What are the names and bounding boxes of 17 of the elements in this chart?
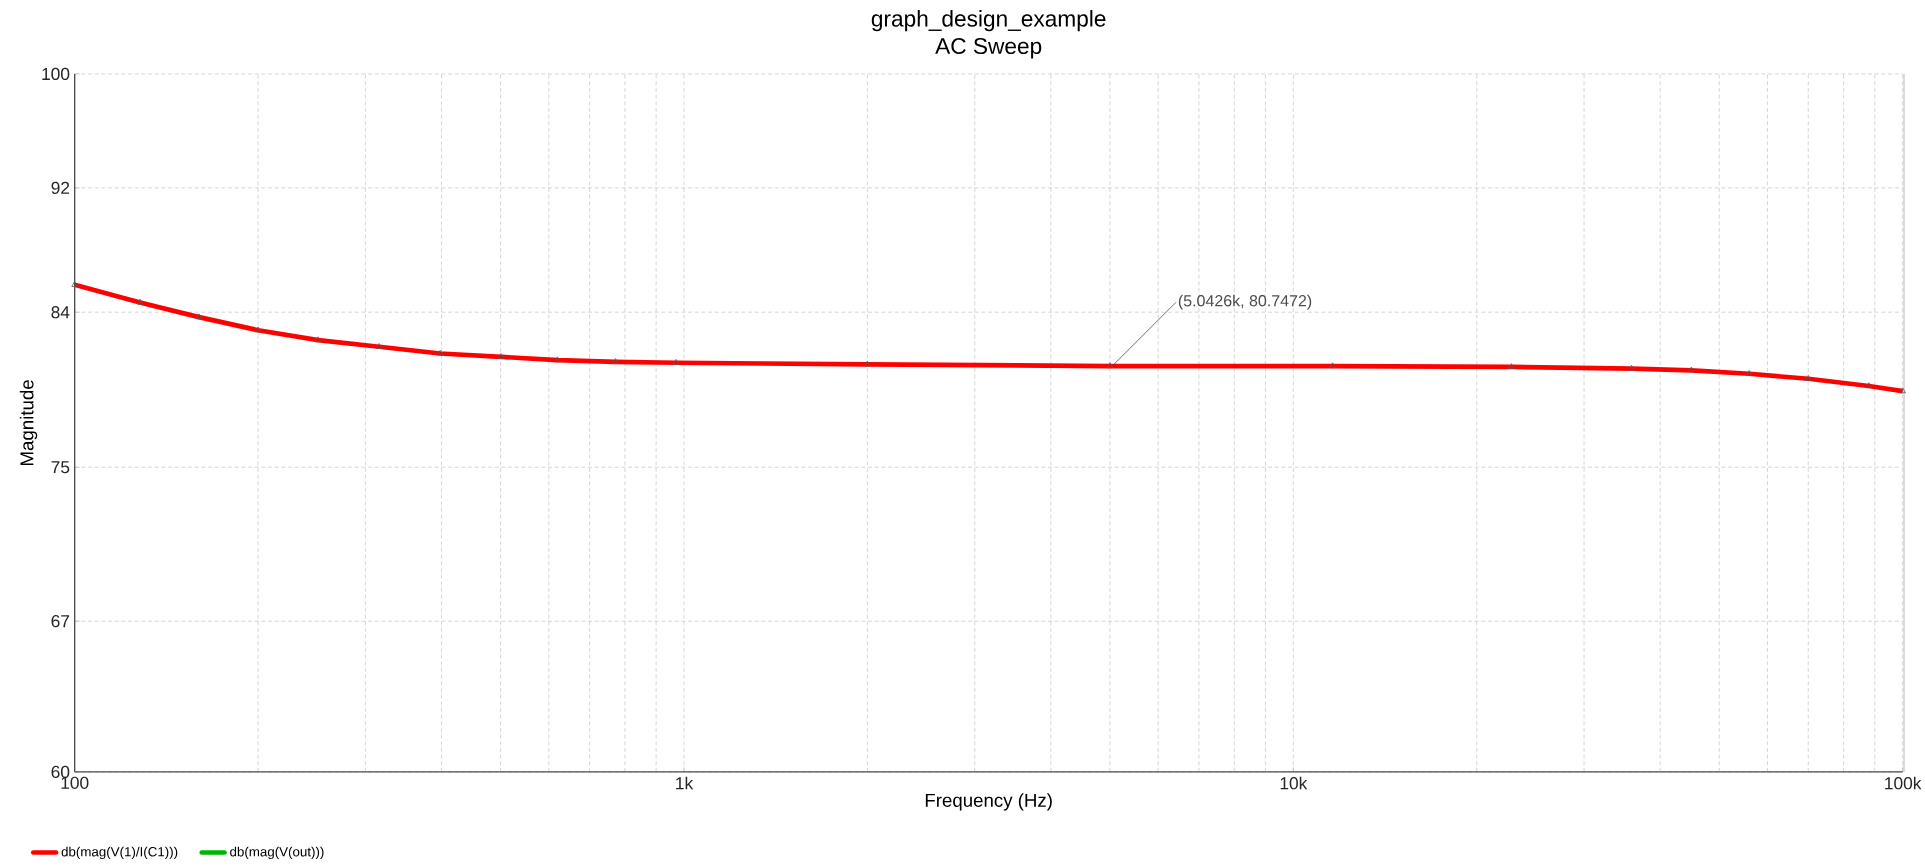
y-tick-label: 75 (51, 461, 70, 474)
x-axis-title: Frequency (Hz) (925, 793, 1052, 811)
x-tick-label: 1k (676, 776, 694, 790)
annotation: (5.0426k, 80.7472) (1178, 294, 1312, 310)
y-axis-title: Magnitude (19, 380, 38, 465)
legend-label: db(mag(V(out))) (230, 846, 324, 860)
chart-subtitle: AC Sweep (935, 38, 1042, 59)
y-tick-label: 84 (51, 306, 70, 319)
y-tick-label: 67 (51, 615, 70, 628)
y-tick-label: 60 (51, 765, 70, 779)
chart-title: graph_design_example (871, 10, 1106, 32)
legend-label: db(mag(V(1)/I(C1))) (61, 846, 178, 860)
y-tick-label: 100 (42, 67, 70, 81)
x-tick-label: 10k (1280, 776, 1308, 790)
x-tick-label: 100 (61, 776, 89, 789)
y-tick-label: 92 (51, 181, 70, 195)
x-tick-label: 100k (1885, 776, 1922, 790)
